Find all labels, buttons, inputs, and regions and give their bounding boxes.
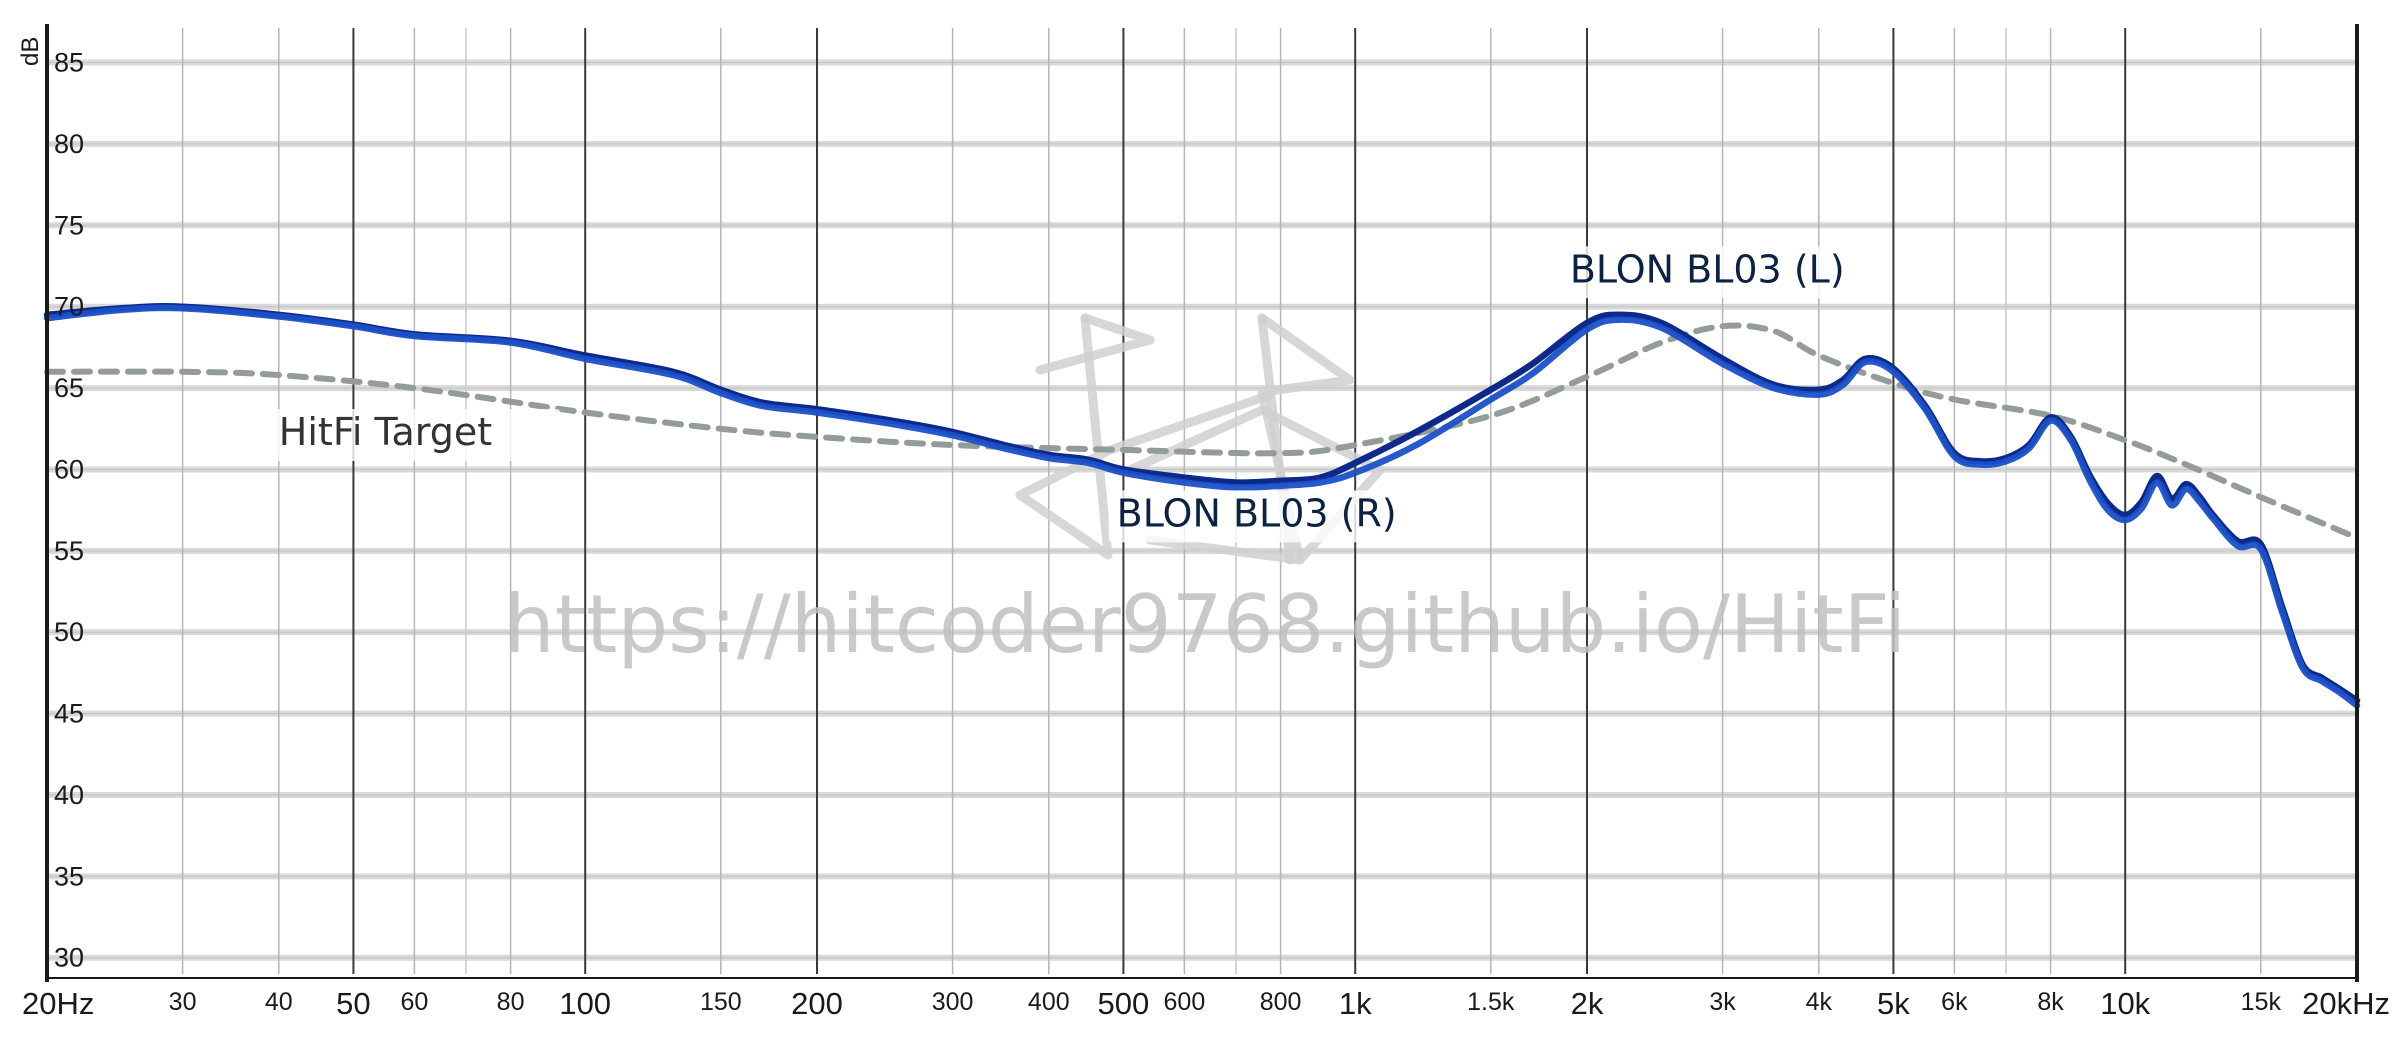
y-tick-label: 75 [54, 210, 84, 240]
y-tick-label: 85 [54, 48, 84, 78]
y-tick-label: 65 [54, 373, 84, 403]
series-label: BLON BL03 (L) [1570, 247, 1845, 291]
x-tick-label: 20Hz [22, 986, 94, 1021]
series-label-background [270, 409, 561, 462]
x-tick-label: 800 [1260, 988, 1302, 1016]
x-tick-label: 15k [2241, 988, 2282, 1016]
url-watermark-text: https://hitcoder9768.github.io/HitFi [504, 578, 1906, 671]
y-tick-label: 60 [54, 454, 84, 484]
axes: dB 30 35 40 45 50 55 60 65 70 75 80 85 20Hz 30 40 50 60 8… [17, 24, 2390, 1021]
x-tick-label: 60 [400, 988, 428, 1016]
x-tick-label: 600 [1164, 988, 1206, 1016]
y-tick-label: 45 [54, 699, 84, 729]
blon-bl03-r-line [43, 304, 2361, 709]
y-tick-label: 30 [54, 943, 84, 973]
x-tick-label: 400 [1028, 988, 1070, 1016]
x-tick-label: 300 [932, 988, 974, 1016]
x-tick-label: 80 [497, 988, 525, 1016]
x-tick-label: 20kHz [2302, 986, 2390, 1021]
y-tick-label: 50 [54, 617, 84, 647]
grid [47, 28, 2357, 974]
series-label: HitFi Target [279, 410, 492, 454]
series-label-background [1561, 246, 1875, 299]
x-tick-label: 6k [1941, 988, 1968, 1016]
logo-stroke [1035, 313, 1155, 375]
x-tick-label: 40 [265, 988, 293, 1016]
x-tick-label: 10k [2100, 986, 2150, 1021]
x-tick-label: 1.5k [1467, 988, 1515, 1016]
x-tick-label: 1k [1339, 986, 1372, 1021]
x-tick-label: 200 [791, 986, 843, 1021]
series-label: BLON BL03 (R) [1117, 491, 1397, 535]
x-tick-label: 2k [1571, 986, 1604, 1021]
y-tick-label: 80 [54, 129, 84, 159]
logo-stroke [1015, 313, 1275, 560]
x-tick-label: 5k [1877, 986, 1910, 1021]
series-label-background [1108, 490, 1422, 543]
x-tick-label: 3k [1709, 988, 1736, 1016]
x-tick-label: 500 [1098, 986, 1150, 1021]
y-axis-label: dB [17, 37, 44, 66]
x-tick-label: 8k [2037, 988, 2064, 1016]
x-tick-label: 4k [1806, 988, 1833, 1016]
series-labels: HitFi Target BLON BL03 (L) BLON BL03 (R) [270, 246, 1875, 543]
logo-stroke [1145, 313, 1355, 565]
y-tick-label: 55 [54, 536, 84, 566]
x-tick-label: 50 [336, 986, 370, 1021]
x-tick-label: 30 [169, 988, 197, 1016]
x-tick-label: 100 [559, 986, 611, 1021]
y-tick-label: 40 [54, 780, 84, 810]
series-lines [43, 303, 2361, 709]
url-watermark: https://hitcoder9768.github.io/HitFi [504, 578, 1906, 671]
x-tick-label: 150 [700, 988, 742, 1016]
y-tick-label: 70 [54, 292, 84, 322]
y-tick-label: 35 [54, 861, 84, 891]
